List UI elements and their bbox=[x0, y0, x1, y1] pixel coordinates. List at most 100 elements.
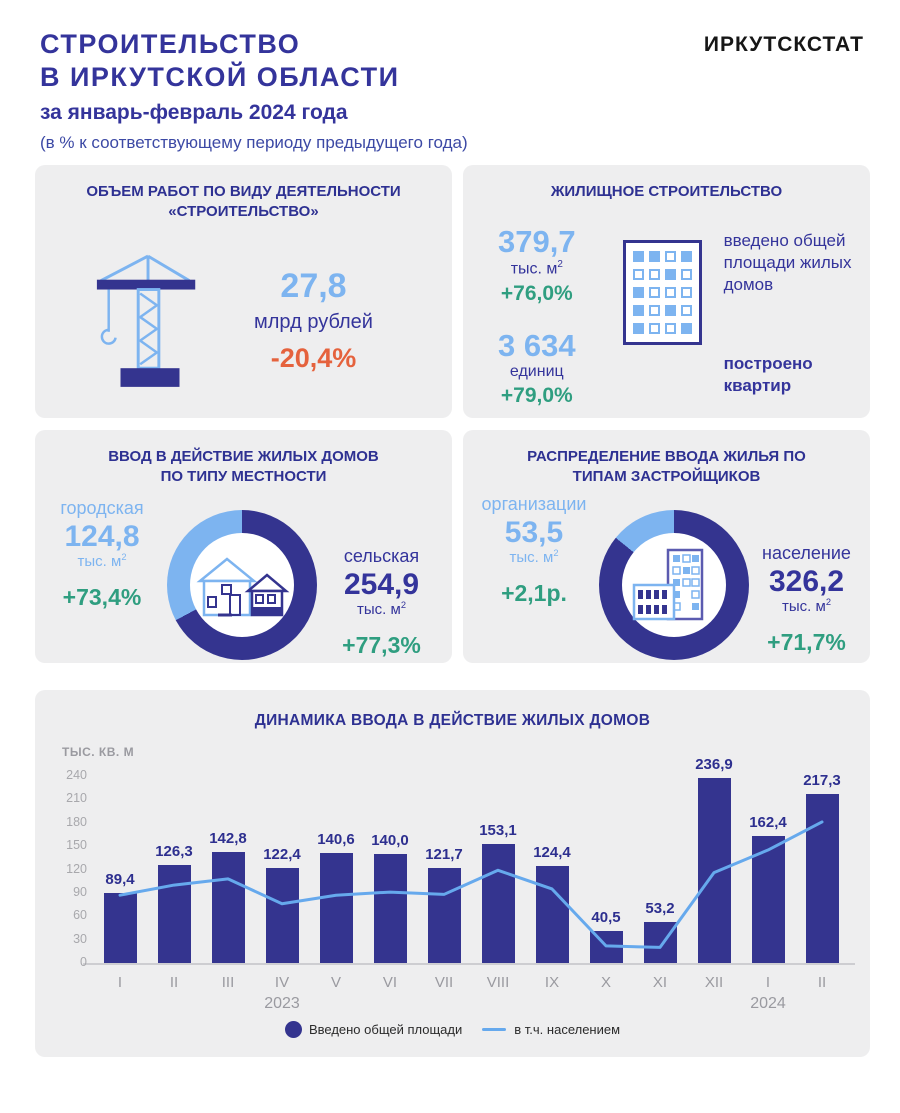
x-axis-tick: IX bbox=[544, 974, 560, 991]
organizations-change: +2,1р. bbox=[501, 580, 567, 606]
x-axis-tick: VIII bbox=[486, 974, 510, 991]
page-title: СТРОИТЕЛЬСТВО В ИРКУТСКОЙ ОБЛАСТИ bbox=[40, 28, 399, 94]
donut-hole bbox=[622, 532, 726, 637]
y-axis-tick: 30 bbox=[73, 931, 87, 946]
crane-icon bbox=[96, 254, 196, 387]
housing-captions: введено общей площади жилых домов постро… bbox=[724, 230, 870, 396]
bar-value-label: 142,8 bbox=[209, 829, 247, 847]
organizations-unit: тыс. м2 bbox=[509, 548, 559, 566]
x-axis-tick: II bbox=[817, 974, 827, 991]
y-axis-tick: 240 bbox=[66, 768, 87, 782]
window-square bbox=[680, 269, 692, 281]
window-square bbox=[680, 323, 692, 335]
flats-unit: единиц bbox=[509, 362, 564, 380]
housing-area-stat: 379,7 тыс. м2 +76,0% bbox=[481, 226, 593, 305]
window-square bbox=[648, 251, 660, 263]
bar bbox=[427, 868, 461, 963]
bar-value-label: 121,7 bbox=[425, 846, 463, 864]
bar-value-label: 140,6 bbox=[317, 831, 355, 849]
card-construction-volume: ОБЪЕМ РАБОТ ПО ВИДУ ДЕЯТЕЛЬНОСТИ «СТРОИТ… bbox=[35, 165, 452, 418]
x-axis-tick: III bbox=[221, 974, 235, 991]
bar bbox=[535, 866, 569, 963]
volume-change: -20,4% bbox=[270, 342, 357, 373]
volume-unit: млрд рублей bbox=[254, 310, 373, 333]
bar bbox=[265, 867, 299, 963]
window-square bbox=[632, 287, 644, 299]
organizations-label: организации bbox=[481, 493, 587, 514]
page-note: (в % к соответствующему периоду предыдущ… bbox=[40, 133, 468, 152]
x-axis-line bbox=[83, 963, 855, 965]
urban-unit: тыс. м2 bbox=[77, 552, 127, 570]
flats-change: +79,0% bbox=[500, 383, 573, 407]
x-axis-tick: II bbox=[169, 974, 179, 991]
y-axis-tick: 0 bbox=[80, 955, 87, 969]
legend-bar-label: Введено общей площади bbox=[308, 1022, 463, 1037]
bar-value-label: 140,0 bbox=[371, 831, 409, 849]
y-axis-unit-label: ТЫС. КВ. М bbox=[62, 745, 135, 759]
card-title: ОБЪЕМ РАБОТ ПО ВИДУ ДЕЯТЕЛЬНОСТИ «СТРОИТ… bbox=[86, 183, 401, 221]
year-label: 2024 bbox=[750, 995, 786, 1012]
building-window-row bbox=[632, 269, 692, 281]
bar bbox=[211, 851, 245, 963]
rural-unit: тыс. м2 bbox=[357, 600, 406, 618]
window-square bbox=[648, 305, 660, 317]
area-caption: введено общей площади жилых домов bbox=[723, 231, 852, 295]
legend-line-marker bbox=[482, 1028, 507, 1031]
rural-change: +77,3% bbox=[342, 632, 421, 658]
x-axis-tick: XI bbox=[652, 974, 668, 991]
building-window-row bbox=[632, 287, 692, 299]
window-square bbox=[680, 287, 692, 299]
developers-donut-chart bbox=[599, 509, 749, 660]
bar bbox=[697, 778, 731, 963]
bar bbox=[481, 843, 515, 963]
page-subtitle: за январь-февраль 2024 года bbox=[40, 101, 348, 124]
window-square bbox=[680, 305, 692, 317]
rural-stat: сельская 254,9 тыс. м2 +77,3% bbox=[317, 546, 446, 660]
chart-title: ДИНАМИКА ВВОДА В ДЕЙСТВИЕ ЖИЛЫХ ДОМОВ bbox=[254, 712, 651, 729]
population-unit: тыс. м2 bbox=[782, 597, 831, 615]
x-axis-tick: VI bbox=[382, 974, 398, 991]
bar bbox=[319, 853, 353, 963]
bar bbox=[805, 793, 839, 963]
housing-flats-stat: 3 634 единиц +79,0% bbox=[481, 330, 593, 408]
y-axis-tick: 150 bbox=[66, 838, 87, 853]
window-square bbox=[632, 251, 644, 263]
urban-stat: городская 124,8 тыс. м2 +73,4% bbox=[41, 498, 163, 612]
bar-line-chart: ТЫС. КВ. М 0 30 60 90 120 150 180 210 240 89,4 I 12… bbox=[35, 735, 870, 1057]
legend-line-label: в т.ч. населением bbox=[514, 1022, 621, 1037]
bar-value-label: 162,4 bbox=[749, 814, 787, 832]
window-square bbox=[664, 269, 676, 281]
building-window-row bbox=[632, 323, 692, 335]
rural-label: сельская bbox=[343, 545, 420, 566]
page-title-line1: СТРОИТЕЛЬСТВО bbox=[40, 29, 301, 59]
card-title: ЖИЛИЩНОЕ СТРОИТЕЛЬСТВО bbox=[550, 183, 783, 200]
urban-label: городская bbox=[60, 497, 144, 518]
irkutskstat-logo: ИРКУТСКСТАТ bbox=[703, 33, 864, 56]
bar-value-label: 217,3 bbox=[803, 771, 841, 789]
bar bbox=[373, 853, 407, 963]
bar-value-label: 153,1 bbox=[479, 821, 517, 839]
x-axis-tick: X bbox=[600, 974, 611, 991]
window-square bbox=[648, 287, 660, 299]
x-axis-tick: I bbox=[765, 974, 771, 991]
population-label: население bbox=[762, 542, 851, 563]
card-title: РАСПРЕДЕЛЕНИЕ ВВОДА ЖИЛЬЯ ПО ТИПАМ ЗАСТР… bbox=[527, 448, 806, 486]
bar-value-label: 53,2 bbox=[645, 899, 675, 917]
card-housing-construction: ЖИЛИЩНОЕ СТРОИТЕЛЬСТВО 379,7 тыс. м2 +76… bbox=[463, 165, 870, 418]
bar-value-label: 89,4 bbox=[105, 871, 135, 889]
population-stat: население 326,2 тыс. м2 +71,7% bbox=[749, 543, 864, 657]
population-value: 326,2 bbox=[768, 564, 845, 598]
bar bbox=[103, 893, 137, 963]
year-label: 2023 bbox=[264, 995, 300, 1012]
locality-donut-chart bbox=[167, 509, 317, 660]
window-square bbox=[664, 323, 676, 335]
organizations-stat: организации 53,5 тыс. м2 +2,1р. bbox=[469, 494, 599, 608]
y-axis-tick: 120 bbox=[66, 861, 87, 876]
window-square bbox=[632, 323, 644, 335]
bar-value-label: 126,3 bbox=[155, 842, 193, 860]
card-developer-distribution: РАСПРЕДЕЛЕНИЕ ВВОДА ЖИЛЬЯ ПО ТИПАМ ЗАСТР… bbox=[463, 430, 870, 663]
houses-icon bbox=[196, 556, 290, 616]
apartment-building-icon bbox=[622, 240, 702, 346]
area-value: 379,7 bbox=[498, 224, 576, 260]
area-unit: тыс. м2 bbox=[510, 259, 563, 278]
